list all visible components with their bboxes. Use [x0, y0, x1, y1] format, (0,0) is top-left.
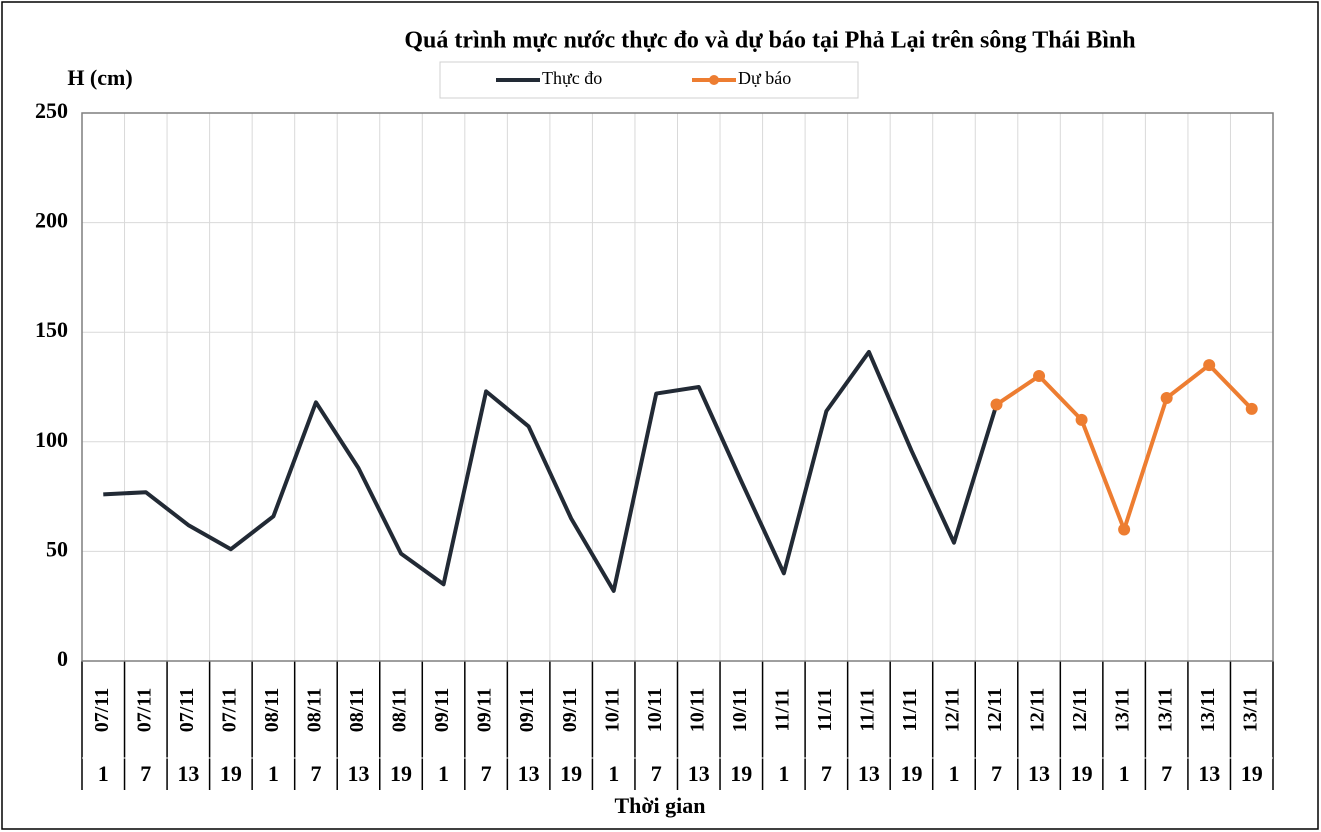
x-tick-label: 10/11	[601, 688, 623, 732]
x-tick-hour: 7	[1161, 761, 1172, 786]
x-tick-label: 10/11	[644, 688, 666, 732]
x-tick-label: 09/11	[516, 688, 538, 732]
x-tick-label: 13/11	[1239, 688, 1261, 732]
x-tick-label: 12/11	[942, 688, 964, 732]
x-tick-label: 11/11	[771, 688, 793, 731]
x-tick-hour: 7	[310, 761, 321, 786]
x-tick-label: 13/11	[1197, 688, 1219, 732]
x-tick-label: 07/11	[218, 688, 240, 732]
x-tick-label: 11/11	[814, 688, 836, 731]
x-tick-hour: 1	[608, 761, 619, 786]
point	[1245, 402, 1258, 415]
x-tick-hour: 7	[481, 761, 492, 786]
legend-label: Dự báo	[738, 68, 791, 88]
y-tick-label: 100	[35, 427, 68, 452]
x-tick-hour: 19	[900, 761, 922, 786]
x-tick-label: 13/11	[1112, 688, 1134, 732]
x-tick-hour: 19	[730, 761, 752, 786]
x-tick-label: 11/11	[857, 688, 879, 731]
x-tick-label: 10/11	[686, 688, 708, 732]
y-tick-label: 50	[46, 536, 68, 561]
point	[1033, 370, 1046, 383]
x-tick-hour: 13	[177, 761, 199, 786]
x-tick-label: 12/11	[1069, 688, 1091, 732]
x-tick-label: 08/11	[304, 688, 326, 732]
x-tick-hour: 19	[1071, 761, 1093, 786]
x-tick-hour: 13	[1028, 761, 1050, 786]
x-tick-hour: 7	[821, 761, 832, 786]
point	[1075, 413, 1088, 426]
x-tick-label: 11/11	[899, 688, 921, 731]
x-tick-label: 09/11	[559, 688, 581, 732]
x-tick-label: 12/11	[984, 688, 1006, 732]
x-tick-hour: 19	[1241, 761, 1263, 786]
x-tick-hour: 13	[1198, 761, 1220, 786]
chart-title: Quá trình mực nước thực đo và dự báo tại…	[404, 28, 1135, 54]
legend-marker	[709, 75, 719, 85]
x-tick-hour: 1	[438, 761, 449, 786]
x-tick-label: 08/11	[389, 688, 411, 732]
y-tick-label: 150	[35, 317, 68, 342]
y-axis-label: H (cm)	[67, 65, 132, 90]
x-axis-label: Thời gian	[614, 793, 705, 818]
x-tick-label: 07/11	[176, 688, 198, 732]
x-tick-hour: 13	[347, 761, 369, 786]
x-tick-hour: 7	[140, 761, 151, 786]
x-tick-hour: 1	[1119, 761, 1130, 786]
x-tick-label: 08/11	[346, 688, 368, 732]
x-tick-label: 07/11	[133, 688, 155, 732]
x-tick-hour: 7	[651, 761, 662, 786]
x-tick-hour: 13	[858, 761, 880, 786]
x-tick-label: 13/11	[1154, 688, 1176, 732]
plot-border	[81, 112, 1274, 662]
x-tick-label: 07/11	[91, 688, 113, 732]
x-tick-hour: 19	[560, 761, 582, 786]
legend-label: Thực đo	[542, 68, 602, 88]
x-tick-hour: 1	[268, 761, 279, 786]
point	[990, 398, 1003, 411]
y-tick-label: 200	[35, 208, 68, 233]
y-tick-label: 0	[57, 646, 68, 671]
point	[1160, 391, 1173, 404]
x-tick-hour: 7	[991, 761, 1002, 786]
x-tick-hour: 13	[688, 761, 710, 786]
x-tick-hour: 1	[98, 761, 109, 786]
x-tick-label: 09/11	[474, 688, 496, 732]
x-tick-label: 10/11	[729, 688, 751, 732]
point	[1203, 359, 1216, 372]
x-tick-label: 09/11	[431, 688, 453, 732]
x-tick-hour: 19	[220, 761, 242, 786]
x-tick-hour: 1	[948, 761, 959, 786]
x-tick-hour: 19	[390, 761, 412, 786]
x-tick-hour: 13	[518, 761, 540, 786]
y-tick-label: 250	[35, 98, 68, 123]
series-line	[103, 349, 999, 593]
x-tick-label: 08/11	[261, 688, 283, 732]
x-tick-label: 12/11	[1027, 688, 1049, 732]
point	[1118, 523, 1131, 536]
x-tick-hour: 1	[778, 761, 789, 786]
